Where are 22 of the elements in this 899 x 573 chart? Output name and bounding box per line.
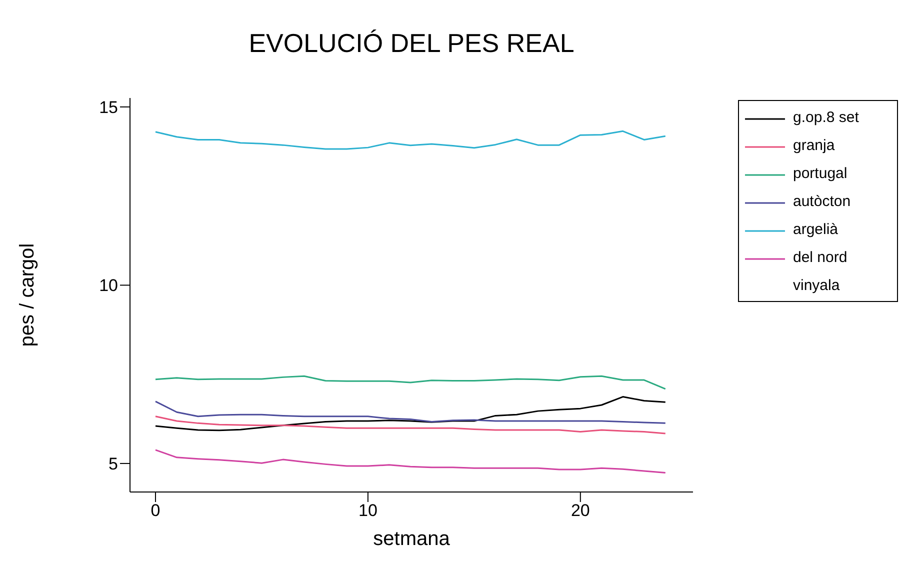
y-tick-label: 15 [99, 98, 118, 117]
chart-title: EVOLUCIÓ DEL PES REAL [248, 28, 576, 59]
x-axis-title: setmana [372, 528, 451, 551]
line-series [154, 396, 666, 432]
x-tick-label: 20 [570, 501, 590, 520]
legend-label: g.op.8 set [793, 108, 859, 126]
line-series [154, 449, 666, 474]
line-series [154, 375, 666, 390]
line-series [154, 400, 666, 424]
legend-label: del nord [793, 248, 848, 266]
x-tick-label: 10 [358, 501, 378, 520]
y-tick-label: 10 [99, 276, 118, 296]
legend-label: granja [793, 136, 835, 154]
line-series [154, 416, 666, 434]
text: vinyala [793, 276, 840, 294]
line-series [154, 130, 666, 150]
legend-label: argelià [793, 220, 838, 238]
y-axis-title: pes / cargol [16, 243, 40, 347]
legend-label: portugal [793, 164, 848, 182]
legend-label: autòcton [793, 192, 851, 210]
y-tick-label: 5 [108, 454, 118, 474]
x-tick-label: 0 [150, 501, 160, 520]
